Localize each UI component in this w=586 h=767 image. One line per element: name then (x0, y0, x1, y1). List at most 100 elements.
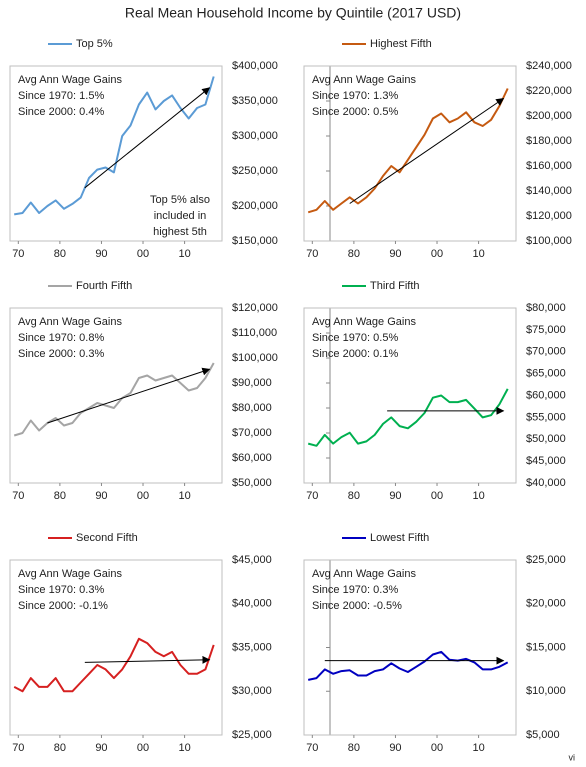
annotation: Since 1970: 1.3% (312, 90, 398, 102)
legend-label: Third Fifth (370, 280, 420, 292)
y-tick-label: $35,000 (232, 641, 272, 653)
y-tick-label: $60,000 (526, 389, 566, 401)
y-tick-label: $80,000 (526, 302, 566, 314)
y-tick-label: $110,000 (232, 327, 277, 339)
annotation: Since 2000: 0.3% (18, 348, 104, 360)
trend-arrow (47, 367, 211, 424)
x-tick-label: 10 (472, 490, 484, 502)
series-line (307, 650, 509, 681)
x-tick-label: 10 (178, 490, 190, 502)
x-tick-label: 70 (12, 248, 24, 260)
annotation: Since 2000: -0.5% (312, 600, 402, 612)
y-tick-label: $65,000 (526, 368, 566, 380)
y-tick-label: $120,000 (526, 210, 572, 222)
x-tick-label: 90 (95, 490, 107, 502)
note: included in (154, 210, 207, 222)
y-tick-label: $400,000 (232, 60, 278, 72)
trend-arrow (84, 87, 211, 189)
annotation: Avg Ann Wage Gains (18, 74, 122, 86)
y-tick-label: $55,000 (526, 411, 566, 423)
legend-label: Top 5% (76, 38, 113, 50)
x-tick-label: 80 (54, 248, 66, 260)
plot-frame (303, 65, 517, 242)
annotation: Avg Ann Wage Gains (312, 74, 416, 86)
annotation: Avg Ann Wage Gains (312, 568, 416, 580)
y-tick-label: $250,000 (232, 165, 278, 177)
x-tick-label: 80 (54, 490, 66, 502)
x-tick-label: 70 (12, 490, 24, 502)
y-tick-label: $40,000 (526, 477, 566, 489)
y-tick-label: $15,000 (526, 641, 566, 653)
series-line (13, 637, 215, 693)
x-tick-label: 10 (178, 742, 190, 754)
y-tick-label: $140,000 (526, 185, 572, 197)
x-tick-label: 80 (348, 742, 360, 754)
annotation: Since 1970: 0.5% (312, 332, 398, 344)
y-tick-label: $220,000 (526, 85, 572, 97)
trend-arrow (84, 655, 211, 664)
x-tick-label: 90 (389, 490, 401, 502)
x-tick-label: 00 (431, 490, 443, 502)
note: Top 5% also (150, 194, 210, 206)
x-tick-label: 80 (348, 248, 360, 260)
x-tick-label: 10 (472, 742, 484, 754)
y-tick-label: $200,000 (232, 200, 278, 212)
y-tick-label: $350,000 (232, 95, 278, 107)
y-tick-label: $40,000 (232, 598, 272, 610)
y-tick-label: $30,000 (232, 685, 272, 697)
legend-label: Fourth Fifth (76, 280, 132, 292)
y-tick-label: $100,000 (232, 352, 278, 364)
y-tick-label: $45,000 (232, 554, 272, 566)
y-tick-label: $160,000 (526, 160, 572, 172)
annotation: Since 2000: 0.1% (312, 348, 398, 360)
annotation: Since 2000: 0.4% (18, 106, 104, 118)
series-line (13, 362, 215, 437)
note: highest 5th (153, 226, 207, 238)
y-tick-label: $25,000 (232, 729, 272, 741)
y-tick-label: $20,000 (526, 598, 566, 610)
y-tick-label: $100,000 (526, 235, 572, 247)
x-tick-label: 90 (389, 248, 401, 260)
x-tick-label: 90 (95, 248, 107, 260)
annotation: Since 1970: 0.3% (312, 584, 398, 596)
x-tick-label: 00 (137, 248, 149, 260)
x-tick-label: 80 (348, 490, 360, 502)
y-tick-label: $120,000 (232, 302, 278, 314)
plot-frame (9, 307, 223, 484)
annotation: Since 1970: 0.3% (18, 584, 104, 596)
x-tick-label: 70 (306, 248, 318, 260)
y-tick-label: $5,000 (526, 729, 560, 741)
trend-arrow (349, 98, 505, 204)
chart-title: Real Mean Household Income by Quintile (… (125, 5, 461, 21)
x-tick-label: 00 (431, 742, 443, 754)
x-tick-label: 70 (12, 742, 24, 754)
x-tick-label: 00 (137, 742, 149, 754)
series-line (14, 76, 215, 216)
annotation: Avg Ann Wage Gains (18, 568, 122, 580)
y-tick-label: $70,000 (232, 427, 272, 439)
x-tick-label: 70 (306, 490, 318, 502)
y-tick-label: $50,000 (232, 477, 272, 489)
y-tick-label: $300,000 (232, 130, 278, 142)
y-tick-label: $45,000 (526, 455, 566, 467)
annotation: Avg Ann Wage Gains (18, 316, 122, 328)
y-tick-label: $180,000 (526, 135, 572, 147)
y-tick-label: $90,000 (232, 377, 272, 389)
y-tick-label: $200,000 (526, 110, 572, 122)
annotation: Since 2000: -0.1% (18, 600, 108, 612)
y-tick-label: $25,000 (526, 554, 566, 566)
y-tick-label: $60,000 (232, 452, 272, 464)
x-tick-label: 90 (389, 742, 401, 754)
legend-label: Second Fifth (76, 532, 138, 544)
x-tick-label: 10 (178, 248, 190, 260)
footer: vi (569, 752, 576, 762)
y-tick-label: $50,000 (526, 433, 566, 445)
series-line (307, 388, 509, 447)
y-tick-label: $10,000 (526, 685, 566, 697)
x-tick-label: 70 (306, 742, 318, 754)
y-tick-label: $150,000 (232, 235, 278, 247)
legend-label: Highest Fifth (370, 38, 432, 50)
x-tick-label: 00 (431, 248, 443, 260)
x-tick-label: 80 (54, 742, 66, 754)
